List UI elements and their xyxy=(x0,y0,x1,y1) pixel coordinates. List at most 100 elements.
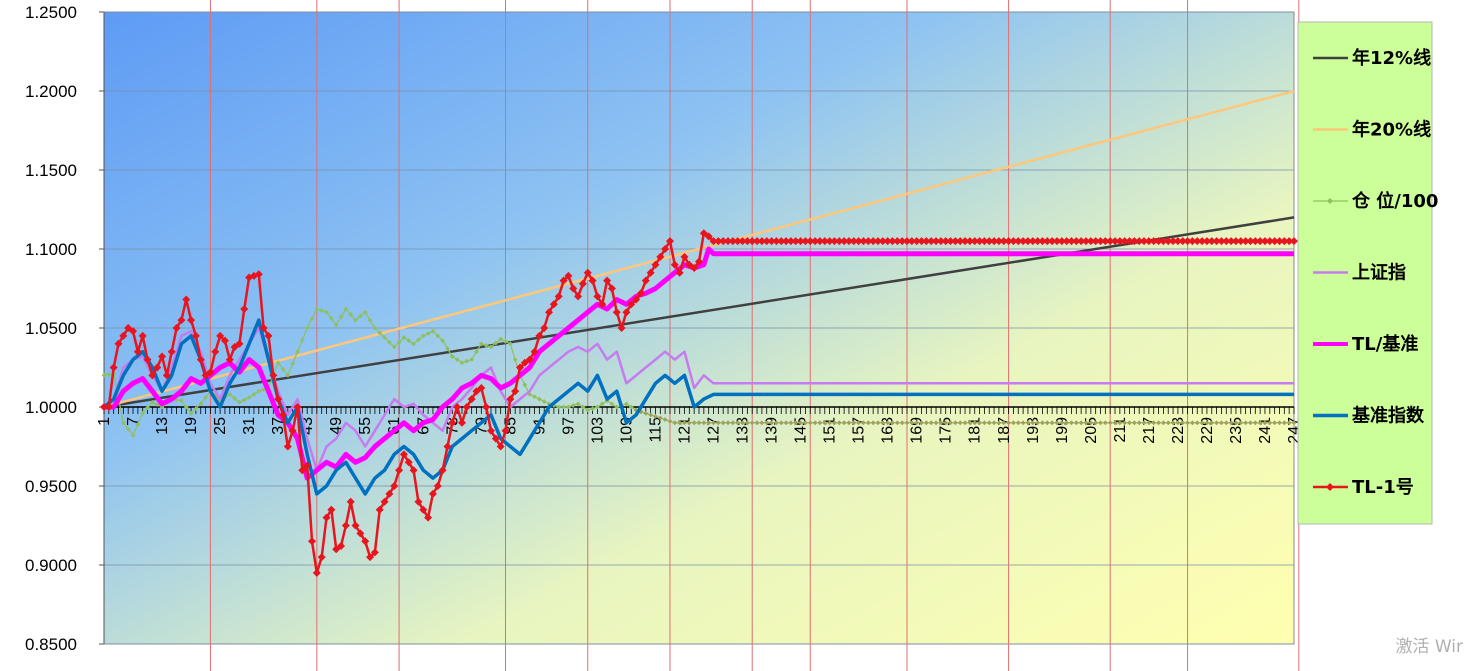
series-marker xyxy=(109,363,118,372)
series-marker xyxy=(888,237,897,246)
series-marker xyxy=(907,237,916,246)
series-marker xyxy=(1164,237,1173,246)
series-marker xyxy=(1267,420,1273,426)
series-marker xyxy=(793,420,799,426)
series-marker xyxy=(488,344,494,350)
series-marker xyxy=(738,237,747,246)
series-marker xyxy=(187,316,196,325)
series-marker xyxy=(691,420,697,426)
series-marker xyxy=(564,271,573,280)
series-marker xyxy=(522,382,528,388)
series-marker xyxy=(772,237,781,246)
series-marker xyxy=(435,333,441,339)
series-marker xyxy=(1180,420,1186,426)
series-marker xyxy=(133,347,142,356)
series-marker xyxy=(225,355,234,364)
series-marker xyxy=(777,237,786,246)
series-marker xyxy=(114,339,123,348)
series-marker xyxy=(1202,237,1211,246)
series-marker xyxy=(696,420,702,426)
series-marker xyxy=(545,308,554,317)
series-marker xyxy=(854,237,863,246)
series-marker xyxy=(449,354,455,359)
series-marker xyxy=(399,450,408,459)
series-marker xyxy=(990,237,999,246)
series-marker xyxy=(1062,237,1071,246)
series-line xyxy=(102,318,1294,496)
series-marker xyxy=(672,420,678,426)
series-marker xyxy=(198,401,204,407)
series-marker xyxy=(283,442,292,451)
legend-entry: TL-1号 xyxy=(1352,477,1414,498)
legend-entry: 年12%线 xyxy=(1352,47,1431,69)
series-marker xyxy=(153,363,162,372)
series-marker xyxy=(714,237,723,246)
series-marker xyxy=(1111,237,1120,246)
series-marker xyxy=(753,237,762,246)
series-marker xyxy=(585,407,591,413)
series-marker xyxy=(870,420,876,426)
series-marker xyxy=(1067,237,1076,246)
series-marker xyxy=(549,300,558,309)
series-marker xyxy=(1248,420,1253,426)
series-marker xyxy=(1199,420,1205,426)
series-marker xyxy=(977,420,982,426)
series-marker xyxy=(628,404,634,410)
series-marker xyxy=(811,237,820,246)
x-tick-label: 19 xyxy=(183,417,200,435)
series-marker xyxy=(469,357,475,362)
series-marker xyxy=(148,371,157,380)
series-marker xyxy=(956,237,965,246)
y-tick-label: 1.1500 xyxy=(25,161,77,180)
series-marker xyxy=(840,237,849,246)
series-marker xyxy=(382,335,387,340)
series-marker xyxy=(583,268,592,277)
series-marker xyxy=(817,420,823,426)
series-marker xyxy=(575,401,581,407)
series-marker xyxy=(367,317,373,323)
series-marker xyxy=(1207,237,1216,246)
series-marker xyxy=(338,314,344,320)
series-marker xyxy=(237,399,242,405)
series-marker xyxy=(695,257,703,266)
series-marker xyxy=(1160,420,1166,426)
series-marker xyxy=(428,489,437,498)
x-tick-label: 115 xyxy=(647,417,664,443)
series-marker xyxy=(1127,420,1132,426)
series-marker xyxy=(970,237,979,246)
series-marker xyxy=(994,237,1003,246)
y-tick-label: 0.8500 xyxy=(25,635,77,654)
series-marker xyxy=(928,420,934,426)
series-marker xyxy=(825,237,834,246)
series-marker xyxy=(1285,237,1294,246)
series-marker xyxy=(1025,420,1031,426)
series-marker xyxy=(849,237,858,246)
series-marker xyxy=(622,308,631,317)
series-marker xyxy=(162,371,171,380)
series-group xyxy=(103,89,1295,409)
series-marker xyxy=(314,306,320,312)
series-marker xyxy=(1272,420,1278,426)
series-marker xyxy=(1231,237,1240,246)
series-marker xyxy=(1125,237,1134,246)
series-marker xyxy=(603,276,612,285)
series-marker xyxy=(385,489,394,498)
series-marker xyxy=(957,420,963,426)
series-marker xyxy=(167,347,176,356)
y-tick-label: 1.1000 xyxy=(25,240,77,259)
series-marker xyxy=(912,237,921,246)
series-marker xyxy=(607,284,616,293)
series-marker xyxy=(612,308,621,317)
series-marker xyxy=(299,337,305,343)
series-marker xyxy=(830,237,839,246)
series-marker xyxy=(894,420,900,426)
series-marker xyxy=(254,270,263,279)
x-tick-label: 13 xyxy=(154,417,171,435)
series-marker xyxy=(457,418,466,427)
series-marker xyxy=(856,420,862,426)
series-marker xyxy=(1169,237,1178,246)
series-marker xyxy=(391,344,397,350)
series-marker xyxy=(1019,237,1028,246)
series-marker xyxy=(636,289,645,298)
y-tick-label: 1.2500 xyxy=(25,3,77,22)
